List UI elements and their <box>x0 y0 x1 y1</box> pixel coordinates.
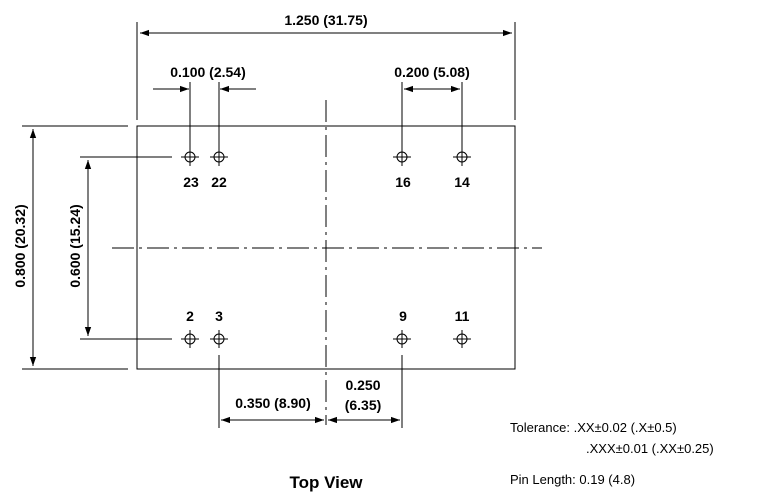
pin-symbols <box>181 148 471 348</box>
offset-left-label: 0.350 (8.90) <box>235 395 311 411</box>
pin-11-symbol <box>453 330 471 348</box>
pin-spacing-dimension: 0.200 (5.08) <box>394 64 470 150</box>
offset-right-label-line1: 0.250 <box>345 377 380 393</box>
pin-23-symbol <box>181 148 199 166</box>
bottom-offset-dimensions: 0.350 (8.90) 0.250 (6.35) <box>218 355 403 428</box>
row-spacing-dimension: 0.600 (15.24) <box>67 156 172 340</box>
pin-2-symbol <box>181 330 199 348</box>
pin-16-symbol <box>393 148 411 166</box>
pin-pitch-dimension: 0.100 (2.54) <box>153 64 256 150</box>
pin-label-16: 16 <box>395 174 411 190</box>
tolerance-line2: .XXX±0.01 (.XX±0.25) <box>586 441 714 456</box>
pin-9-symbol <box>393 330 411 348</box>
overall-width-dimension: 1.250 (31.75) <box>136 12 516 120</box>
pin-14-symbol <box>453 148 471 166</box>
pin-3-symbol <box>210 330 228 348</box>
pin-22-symbol <box>210 148 228 166</box>
pin-pitch-label: 0.100 (2.54) <box>170 64 246 80</box>
pin-label-2: 2 <box>186 308 194 324</box>
offset-right-label-line2: (6.35) <box>345 397 382 413</box>
pin-label-3: 3 <box>215 308 223 324</box>
overall-width-label: 1.250 (31.75) <box>284 12 367 28</box>
pin-label-11: 11 <box>455 308 470 324</box>
row-spacing-label: 0.600 (15.24) <box>67 204 83 287</box>
pin-label-22: 22 <box>211 174 227 190</box>
pin-label-23: 23 <box>183 174 199 190</box>
overall-height-dimension: 0.800 (20.32) <box>12 125 128 370</box>
pin-label-9: 9 <box>399 308 407 324</box>
tolerance-line1: Tolerance: .XX±0.02 (.X±0.5) <box>510 420 677 435</box>
overall-height-label: 0.800 (20.32) <box>12 204 28 287</box>
view-label: Top View <box>289 473 363 492</box>
pin-label-14: 14 <box>454 174 470 190</box>
pin-spacing-label: 0.200 (5.08) <box>394 64 470 80</box>
pin-length-note: Pin Length: 0.19 (4.8) <box>510 472 635 487</box>
